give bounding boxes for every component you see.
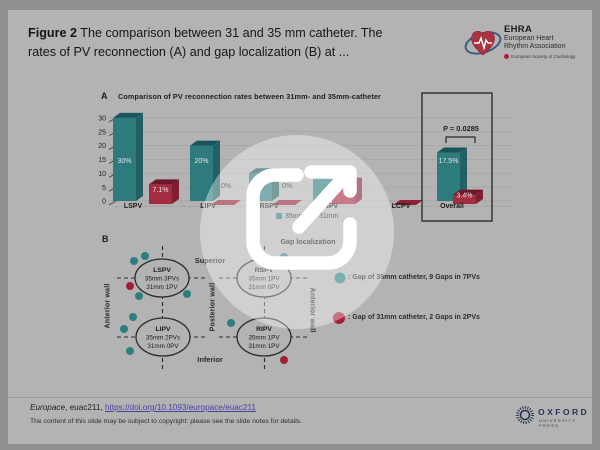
- gap-dot-31mm: [126, 282, 134, 290]
- pv-node-name: RSPV: [255, 267, 274, 274]
- category-label-LIPV: LIPV: [200, 203, 216, 210]
- bar-value-label: 0%: [282, 183, 292, 190]
- bar-35mm-LSPV: [113, 117, 136, 201]
- gap-dot-35mm: [130, 257, 138, 265]
- ehra-subtitle-1: European Heart: [504, 35, 554, 42]
- bar-flat-31mm-LIPV: [211, 200, 241, 205]
- category-label-RIPV: RIPV: [322, 203, 339, 210]
- caption-line1: The comparison between 31 and 35 mm cath…: [77, 26, 383, 40]
- bar-side-face: [213, 140, 220, 201]
- bar-value-label: 17.5%: [439, 158, 459, 165]
- gap-legend-dot-35mm: [334, 272, 346, 284]
- bar-35mm-Overall: [437, 152, 460, 201]
- gap-dot-35mm: [126, 347, 134, 355]
- category-label-LSPV: LSPV: [124, 203, 143, 210]
- bar-31mm-Overall: [453, 194, 476, 204]
- bar-top-face: [437, 147, 467, 153]
- bar-flat-31mm-LCPV: [393, 200, 423, 205]
- category-label-LCPV: LCPV: [392, 203, 411, 210]
- y-tick-label: 25: [98, 129, 106, 136]
- figure-label: Figure 2: [28, 26, 77, 40]
- y-axis-tick: [108, 200, 117, 206]
- pv-node-31mm: 31mm 1PV: [146, 284, 178, 291]
- figure-caption: Figure 2 The comparison between 31 and 3…: [28, 24, 463, 62]
- bar-value-label: 7.1%: [153, 187, 169, 194]
- gap-dot-35mm: [141, 252, 149, 260]
- bar-31mm-LSPV: [149, 184, 172, 204]
- pv-node-name: LSPV: [153, 267, 171, 274]
- bar-flat-31mm-RSPV: [272, 200, 302, 205]
- pv-node-LIPV: [135, 317, 191, 357]
- esc-label: European Society of Cardiology: [511, 54, 576, 59]
- bar-value-label: 30%: [117, 158, 131, 165]
- bar-side-face: [136, 112, 143, 201]
- pv-node-31mm: 31mm 1PV: [248, 343, 280, 350]
- pv-node-31mm: 31mm 0PV: [147, 343, 179, 350]
- ehra-name: EHRA: [504, 24, 533, 35]
- gap-dot-31mm: [280, 356, 288, 364]
- bar-value-label: 3.4%: [457, 192, 473, 199]
- pv-node-31mm: 31mm 0PV: [248, 284, 280, 291]
- overall-highlight-box: [421, 92, 493, 222]
- gap-dot-35mm: [227, 319, 235, 327]
- ehra-logo: EHRA European Heart Rhythm Association E…: [464, 22, 584, 66]
- bar-side-face: [172, 179, 179, 204]
- bar-side-face: [460, 147, 467, 201]
- y-tick-label: 20: [98, 143, 106, 150]
- gap-dot-35mm: [135, 292, 143, 300]
- y-tick-label: 0: [102, 199, 106, 206]
- pv-node-LSPV: [134, 258, 190, 298]
- y-tick-label: 30: [98, 116, 106, 123]
- pv-node-35mm: 35mm 2PVs: [146, 335, 180, 342]
- bar-value-label: 0%: [221, 183, 231, 190]
- gap-legend-dot-31mm: [333, 312, 345, 324]
- bar-top-face: [149, 179, 179, 185]
- gap-dot-35mm: [183, 290, 191, 298]
- bar-top-face: [453, 189, 483, 195]
- pv-node-35mm: 35mm 1PV: [248, 276, 280, 283]
- bar-value-label: 20%: [194, 158, 208, 165]
- category-label-Overall: Overall: [440, 203, 464, 210]
- caption-line2: rates of PV reconnection (A) and gap loc…: [28, 44, 350, 59]
- bar-35mm-LIPV: [190, 145, 213, 201]
- pv-node-name: RIPV: [256, 326, 272, 333]
- y-tick-label: 5: [102, 185, 106, 192]
- heart-ecg-icon: [464, 30, 502, 56]
- p-value-bracket: [445, 136, 476, 143]
- ehra-subtitle-2: Rhythm Association: [504, 43, 566, 50]
- pv-node-RIPV: [236, 317, 292, 357]
- doi-link[interactable]: https://doi.org/10.1093/europace/euac211: [104, 403, 256, 412]
- y-tick-label: 10: [98, 171, 106, 178]
- pv-node-35mm: 35mm 1PV: [248, 335, 280, 342]
- esc-icon: [504, 54, 509, 59]
- reconnection-bar-chart: 0 5 10 15 20 25 30 30% 20% 17.5% 7.1% 0% 0% 3.4% LSPV L…: [98, 112, 512, 210]
- category-label-RSPV: RSPV: [259, 203, 278, 210]
- bar-top-face: [190, 140, 220, 146]
- gap-dot-35mm: [120, 325, 128, 333]
- y-tick-label: 15: [98, 157, 106, 164]
- bar-top-face: [113, 112, 143, 118]
- pv-node-35mm: 35mm 3PVs: [145, 276, 179, 283]
- gap-dot-35mm: [129, 313, 137, 321]
- bar-side-face: [476, 189, 483, 204]
- pv-node-name: LIPV: [155, 326, 171, 333]
